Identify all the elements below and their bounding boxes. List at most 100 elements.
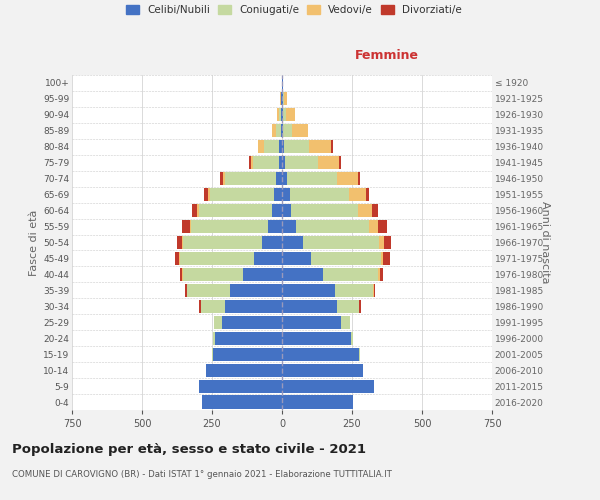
Bar <box>206 364 282 376</box>
Bar <box>199 204 272 217</box>
Bar <box>251 156 253 170</box>
Text: Femmine: Femmine <box>355 48 419 62</box>
Bar <box>286 156 317 170</box>
Bar <box>282 220 296 233</box>
Bar <box>179 252 180 265</box>
Bar <box>282 172 287 185</box>
Bar <box>253 156 278 170</box>
Bar <box>226 172 276 185</box>
Bar <box>337 300 359 313</box>
Bar <box>317 156 340 170</box>
Bar <box>309 140 331 153</box>
Bar <box>268 220 282 233</box>
Bar <box>282 380 374 392</box>
Bar <box>202 396 282 408</box>
Text: COMUNE DI CAROVIGNO (BR) - Dati ISTAT 1° gennaio 2021 - Elaborazione TUTTITALIA.: COMUNE DI CAROVIGNO (BR) - Dati ISTAT 1°… <box>12 470 392 479</box>
Bar <box>284 92 287 106</box>
Bar <box>281 124 282 138</box>
Bar <box>282 252 311 265</box>
Bar <box>379 236 383 249</box>
Bar <box>283 108 286 122</box>
Bar <box>179 268 182 281</box>
Bar <box>180 252 254 265</box>
Bar <box>183 236 262 249</box>
Bar <box>258 140 264 153</box>
Bar <box>243 268 282 281</box>
Bar <box>291 204 358 217</box>
Bar <box>220 172 223 185</box>
Bar <box>296 220 370 233</box>
Bar <box>248 156 251 170</box>
Bar <box>175 252 179 265</box>
Bar <box>199 300 201 313</box>
Bar <box>282 156 286 170</box>
Bar <box>283 92 284 106</box>
Bar <box>282 124 283 138</box>
Bar <box>374 284 375 297</box>
Legend: Celibi/Nubili, Coniugati/e, Vedovi/e, Divorziati/e: Celibi/Nubili, Coniugati/e, Vedovi/e, Di… <box>126 5 462 15</box>
Bar <box>192 204 197 217</box>
Bar <box>349 188 366 201</box>
Bar <box>212 348 282 360</box>
Bar <box>282 108 283 122</box>
Bar <box>380 268 383 281</box>
Bar <box>230 284 282 297</box>
Bar <box>215 332 282 345</box>
Bar <box>182 268 243 281</box>
Bar <box>182 236 183 249</box>
Bar <box>358 204 371 217</box>
Bar <box>208 188 210 201</box>
Bar <box>223 172 226 185</box>
Bar <box>282 364 363 376</box>
Bar <box>276 172 282 185</box>
Bar <box>282 332 350 345</box>
Bar <box>350 332 353 345</box>
Bar <box>201 300 224 313</box>
Bar <box>383 236 391 249</box>
Bar <box>282 140 284 153</box>
Bar <box>282 188 290 201</box>
Bar <box>222 316 282 329</box>
Bar <box>303 236 379 249</box>
Bar <box>371 204 378 217</box>
Bar <box>287 172 337 185</box>
Bar <box>311 252 380 265</box>
Bar <box>224 300 282 313</box>
Bar <box>359 300 361 313</box>
Bar <box>210 188 274 201</box>
Bar <box>331 140 332 153</box>
Bar <box>190 220 191 233</box>
Bar <box>282 316 341 329</box>
Bar <box>276 124 281 138</box>
Bar <box>282 396 353 408</box>
Bar <box>337 172 358 185</box>
Bar <box>379 268 380 281</box>
Bar <box>379 220 387 233</box>
Bar <box>370 220 379 233</box>
Bar <box>199 380 282 392</box>
Bar <box>264 140 279 153</box>
Y-axis label: Fasce di età: Fasce di età <box>29 210 39 276</box>
Bar <box>272 124 276 138</box>
Bar <box>383 252 389 265</box>
Bar <box>284 140 309 153</box>
Bar <box>262 236 282 249</box>
Bar <box>177 236 182 249</box>
Bar <box>283 124 292 138</box>
Bar <box>282 204 291 217</box>
Bar <box>274 188 282 201</box>
Bar <box>286 108 295 122</box>
Bar <box>340 156 341 170</box>
Bar <box>279 140 282 153</box>
Bar <box>282 268 323 281</box>
Bar <box>366 188 369 201</box>
Bar <box>278 156 282 170</box>
Bar <box>282 284 335 297</box>
Bar <box>323 268 379 281</box>
Bar <box>380 252 383 265</box>
Bar <box>341 316 350 329</box>
Bar <box>187 284 230 297</box>
Y-axis label: Anni di nascita: Anni di nascita <box>539 201 550 284</box>
Bar <box>212 332 215 345</box>
Bar <box>272 204 282 217</box>
